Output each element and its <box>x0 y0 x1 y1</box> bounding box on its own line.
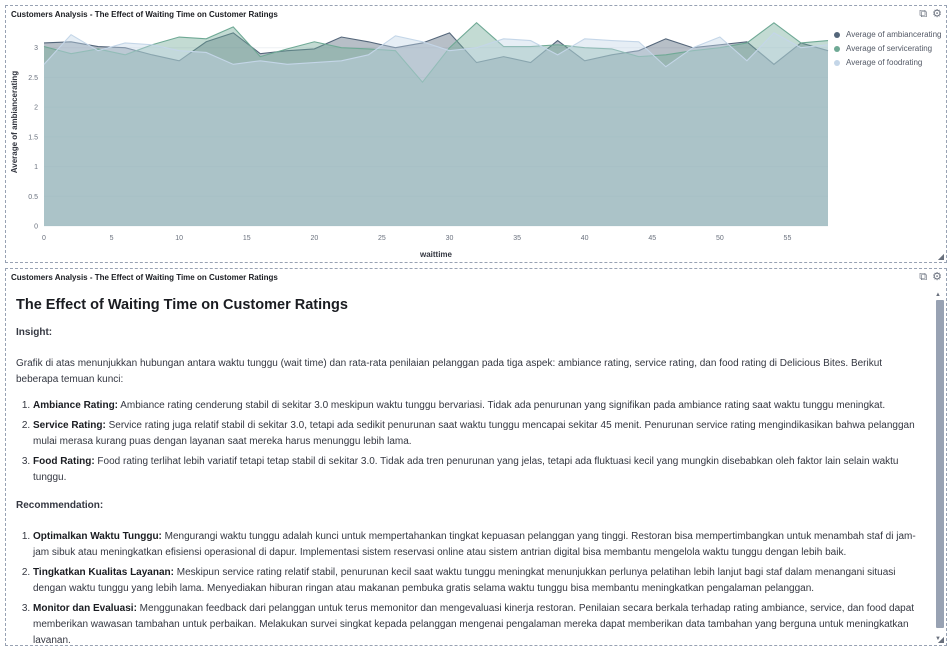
legend-item[interactable]: Average of foodrating <box>834 58 941 67</box>
y-tick-label: 0 <box>34 224 38 231</box>
resize-handle-icon[interactable]: ◢ <box>937 252 944 261</box>
recommendation-label: Recommendation: <box>16 500 104 511</box>
x-tick-label: 20 <box>310 235 318 242</box>
legend-item[interactable]: Average of ambiancerating <box>834 30 941 39</box>
legend-dot-icon <box>834 31 840 38</box>
recommendation-list: Optimalkan Waktu Tunggu: Mengurangi wakt… <box>16 529 926 643</box>
series-line-1 <box>43 32 829 66</box>
markdown-panel: Customers Analysis - The Effect of Waiti… <box>5 268 947 646</box>
area-chart: 00.511.522.530 5 10 15 20 25 30 35 40 45 50 55waitt… <box>10 22 829 259</box>
scroll-thumb[interactable] <box>936 300 944 628</box>
x-tick-label: 10 <box>175 235 183 242</box>
x-tick-label: 0 <box>42 235 46 242</box>
content-heading: The Effect of Waiting Time on Customer R… <box>16 297 348 313</box>
chart-panel-title: Customers Analysis - The Effect of Waiti… <box>11 10 278 19</box>
y-tick-label: 1.5 <box>28 134 38 141</box>
y-tick-label: 3 <box>34 45 38 52</box>
x-tick-label: 40 <box>581 235 589 242</box>
gear-icon[interactable]: ⚙ <box>932 8 942 20</box>
x-axis-label: waittime <box>419 250 453 259</box>
list-item: Service Rating: Service rating juga rela… <box>33 418 926 450</box>
scroll-up-icon[interactable]: ▲ <box>935 292 941 298</box>
series-line-3 <box>43 32 829 68</box>
vertical-scrollbar[interactable]: ▲ ▼ <box>935 292 944 642</box>
chart-legend: Average of ambiancerating Average of serv… <box>834 30 941 72</box>
list-item: Food Rating: Food rating terlihat lebih … <box>33 454 926 486</box>
insight-label: Insight: <box>16 327 53 338</box>
legend-label: Average of foodrating <box>846 58 923 67</box>
y-tick-label: 2 <box>34 105 38 112</box>
y-tick-label: 1 <box>34 164 38 171</box>
markdown-panel-title: Customers Analysis - The Effect of Waiti… <box>11 273 278 282</box>
y-tick-label: 2.5 <box>28 75 38 82</box>
markdown-content: The Effect of Waiting Time on Customer R… <box>16 291 926 643</box>
legend-item[interactable]: Average of servicerating <box>834 44 941 53</box>
scroll-down-icon[interactable]: ▼ <box>935 636 941 642</box>
series-line-2 <box>43 22 829 84</box>
resize-handle-icon[interactable]: ◢ <box>937 635 944 644</box>
chart-panel-actions: ⧉ ⚙ <box>919 9 942 20</box>
list-item: Tingkatkan Kualitas Layanan: Meskipun se… <box>33 565 926 597</box>
legend-label: Average of ambiancerating <box>846 30 942 39</box>
gear-icon[interactable]: ⚙ <box>932 271 942 283</box>
list-item: Ambiance Rating: Ambiance rating cenderu… <box>33 398 926 414</box>
y-tick-label: 0.5 <box>28 194 38 201</box>
layers-icon[interactable]: ⧉ <box>919 8 928 20</box>
series-area-1 <box>44 32 828 226</box>
legend-dot-icon <box>834 45 840 52</box>
x-tick-label: 50 <box>716 235 724 242</box>
legend-dot-icon <box>834 59 840 66</box>
list-item: Monitor dan Evaluasi: Menggunakan feedba… <box>33 601 926 643</box>
y-axis-label: Average of ambiancerating <box>10 71 19 174</box>
markdown-panel-actions: ⧉ ⚙ <box>919 272 942 283</box>
series-area-2 <box>44 22 828 226</box>
insight-list: Ambiance Rating: Ambiance rating cenderu… <box>16 398 926 486</box>
x-tick-label: 30 <box>446 235 454 242</box>
x-tick-label: 35 <box>513 235 521 242</box>
intro-paragraph: Grafik di atas menunjukkan hubungan anta… <box>16 358 883 385</box>
x-tick-label: 5 <box>110 235 114 242</box>
x-tick-label: 55 <box>784 235 792 242</box>
series-area-3 <box>44 32 828 226</box>
layers-icon[interactable]: ⧉ <box>919 271 928 283</box>
x-tick-label: 45 <box>648 235 656 242</box>
chart-panel: Customers Analysis - The Effect of Waiti… <box>5 5 947 263</box>
list-item: Optimalkan Waktu Tunggu: Mengurangi wakt… <box>33 529 926 561</box>
x-tick-label: 15 <box>243 235 251 242</box>
x-tick-label: 25 <box>378 235 386 242</box>
legend-label: Average of servicerating <box>846 44 933 53</box>
